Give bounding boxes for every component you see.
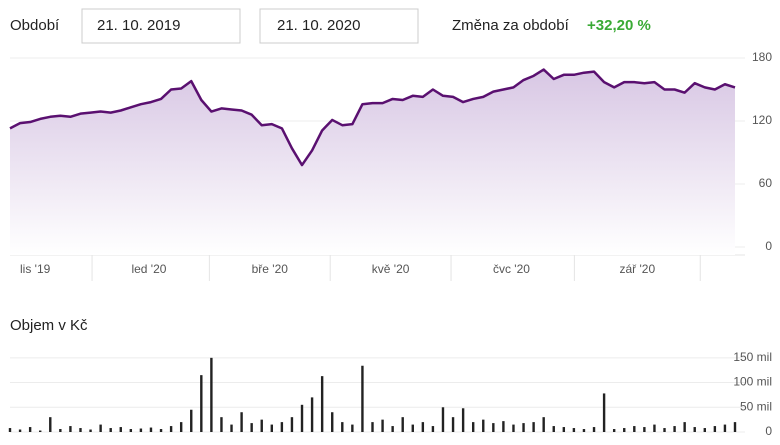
price-line [9, 68, 736, 167]
volume-bar [431, 426, 435, 432]
volume-bar [361, 365, 364, 432]
volume-bar [280, 422, 284, 432]
volume-bar [552, 426, 555, 432]
volume-bar [18, 429, 22, 432]
volume-bar [230, 424, 233, 432]
volume-bar [320, 376, 324, 432]
volume-bar [119, 427, 122, 432]
volume-bar [89, 429, 92, 432]
volume-bar [653, 424, 656, 432]
y-tick-label: 100 mil [733, 375, 772, 389]
volume-bar [592, 427, 596, 432]
area-fill [10, 69, 735, 255]
volume-bar [441, 407, 445, 432]
volume-bar [421, 422, 425, 432]
volume-bar [59, 429, 62, 432]
volume-bar [693, 427, 696, 432]
volume-bar [220, 417, 223, 432]
volume-bar [461, 408, 465, 432]
x-tick-label: led '20 [131, 262, 166, 276]
volume-bar [572, 428, 576, 432]
volume-bar [542, 417, 545, 432]
chart-title: Objem v Kč [10, 317, 88, 334]
volume-bar [482, 419, 485, 432]
y-tick-label: 150 mil [733, 350, 772, 364]
volume-bar [663, 428, 666, 432]
volume-bar [733, 422, 737, 432]
volume-bar [512, 424, 515, 432]
date-from-input[interactable] [81, 8, 241, 44]
volume-bar [139, 428, 143, 432]
y-tick-label: 0 [765, 424, 772, 438]
volume-bar [250, 423, 253, 432]
volume-bar [371, 422, 374, 432]
volume-bar [411, 424, 414, 432]
volume-bar [683, 422, 686, 432]
volume-bar [169, 426, 173, 432]
volume-bar [532, 422, 535, 432]
period-label: Období [10, 17, 60, 34]
volume-bar [179, 422, 183, 432]
volume-bar [331, 412, 334, 432]
volume-bar [391, 426, 394, 432]
x-tick-label: lis '19 [20, 262, 51, 276]
volume-bar [28, 427, 32, 432]
x-tick-label: kvě '20 [372, 262, 410, 276]
volume-bar [673, 426, 676, 432]
volume-bar [129, 429, 133, 432]
volume-bar [582, 429, 586, 432]
volume-bar [240, 412, 243, 432]
volume-bar [562, 427, 566, 432]
volume-bar [210, 357, 213, 432]
volume-bar [109, 428, 112, 432]
volume-bar [351, 424, 354, 432]
volume-bar [8, 428, 12, 432]
volume-bar [381, 419, 384, 432]
volume-bar [633, 426, 636, 432]
date-to: 21. 10. 2020 [277, 17, 360, 34]
volume-bar [39, 430, 42, 432]
volume-bar [190, 409, 193, 432]
volume-bar [341, 422, 344, 432]
x-tick-label: čvc '20 [493, 262, 530, 276]
y-tick-label: 180 [752, 50, 772, 64]
volume-bar [270, 424, 274, 432]
volume-bar [723, 424, 727, 432]
volume-bar [99, 424, 102, 432]
date-to-input[interactable] [259, 8, 419, 44]
volume-bar [612, 429, 616, 432]
volume-bar [703, 428, 706, 432]
volume-bar [713, 426, 717, 432]
y-tick-label: 50 mil [740, 399, 772, 413]
volume-bar [200, 375, 203, 432]
change-value: +32,20 % [587, 17, 651, 34]
volume-bar [49, 417, 52, 432]
volume-bar [623, 428, 626, 432]
volume-bar [300, 404, 304, 432]
volume-bar [502, 421, 505, 432]
y-tick-label: 0 [765, 239, 772, 253]
change-label: Změna za období [452, 17, 570, 34]
volume-bar [451, 417, 455, 432]
volume-bar [260, 419, 263, 432]
volume-bar [522, 423, 525, 432]
volume-bar [149, 427, 153, 432]
x-tick-label: bře '20 [252, 262, 289, 276]
volume-bar [79, 428, 82, 432]
volume-bar [69, 426, 72, 432]
x-tick-label: zář '20 [619, 262, 655, 276]
volume-bar [290, 417, 294, 432]
date-from: 21. 10. 2019 [97, 17, 180, 34]
volume-bar [643, 427, 646, 432]
volume-bar [159, 429, 163, 432]
volume-bar [401, 417, 404, 432]
volume-bar [492, 423, 495, 432]
y-tick-label: 60 [759, 176, 773, 190]
volume-bar [602, 393, 606, 432]
volume-bar [471, 422, 475, 432]
y-tick-label: 120 [752, 113, 772, 127]
volume-bar [310, 397, 314, 432]
